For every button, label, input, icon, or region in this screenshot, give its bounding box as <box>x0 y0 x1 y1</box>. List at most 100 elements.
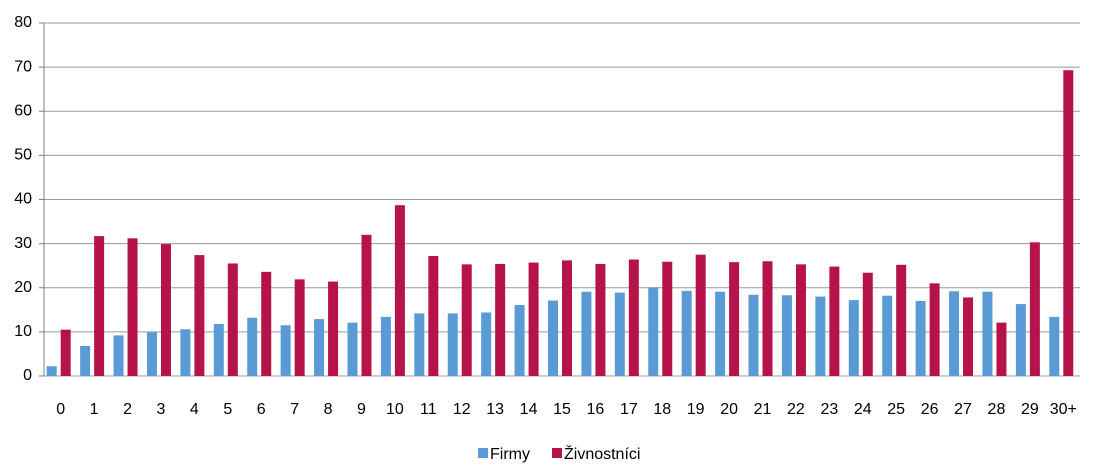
bar <box>447 313 458 376</box>
bar <box>1049 316 1060 376</box>
bar <box>781 295 792 376</box>
bar <box>247 317 258 376</box>
x-tick-label: 14 <box>520 401 538 418</box>
y-tick-label: 20 <box>14 279 32 296</box>
x-tick-label: 28 <box>988 401 1006 418</box>
bar <box>528 262 539 376</box>
bar <box>595 263 606 376</box>
x-tick-label: 15 <box>553 401 571 418</box>
bar <box>982 291 993 376</box>
bar <box>361 234 372 376</box>
x-tick-label: 7 <box>290 401 299 418</box>
y-tick-label: 30 <box>14 235 32 252</box>
x-tick-label: 2 <box>123 401 132 418</box>
bar <box>213 323 224 376</box>
bar <box>461 264 472 376</box>
bar <box>882 295 893 376</box>
bar <box>996 322 1007 376</box>
bar <box>180 329 191 376</box>
x-tick-label: 18 <box>653 401 671 418</box>
legend-label: Živnostníci <box>564 444 640 463</box>
x-tick-label: 23 <box>820 401 838 418</box>
x-tick-label: 0 <box>56 401 65 418</box>
bar <box>548 300 558 376</box>
bar <box>729 262 740 376</box>
x-tick-label: 8 <box>324 401 333 418</box>
x-tick-label: 1 <box>90 401 99 418</box>
y-tick-label: 60 <box>14 102 32 119</box>
bar <box>46 366 57 376</box>
bar <box>294 279 305 376</box>
bar <box>314 319 325 376</box>
x-tick-label: 21 <box>754 401 772 418</box>
bar <box>915 300 926 376</box>
bar <box>681 290 692 376</box>
bar <box>414 313 425 376</box>
legend-swatch <box>551 448 562 458</box>
bar <box>495 263 506 376</box>
bar <box>581 291 592 376</box>
bar <box>815 296 826 376</box>
bar <box>328 281 339 376</box>
bar <box>1063 70 1074 377</box>
bar <box>261 271 272 376</box>
x-tick-label: 19 <box>687 401 705 418</box>
x-tick-label: 5 <box>223 401 232 418</box>
x-tick-label: 25 <box>887 401 905 418</box>
x-tick-label: 22 <box>787 401 805 418</box>
bar <box>648 287 659 376</box>
bar <box>428 255 439 376</box>
x-tick-label: 6 <box>257 401 266 418</box>
bar <box>715 291 726 376</box>
bar <box>394 205 405 376</box>
x-tick-label: 24 <box>854 401 872 418</box>
bar <box>60 329 71 376</box>
y-tick-label: 50 <box>14 147 32 164</box>
bar <box>628 259 639 376</box>
bar <box>862 272 873 376</box>
bar <box>1029 242 1040 376</box>
x-tick-label: 27 <box>954 401 972 418</box>
x-tick-label: 12 <box>453 401 471 418</box>
x-tick-label: 30+ <box>1050 401 1077 418</box>
bar <box>80 345 91 376</box>
bar <box>896 264 907 376</box>
legend-swatch <box>478 448 488 458</box>
x-tick-label: 17 <box>620 401 638 418</box>
bar <box>695 254 706 376</box>
x-tick-label: 11 <box>420 401 437 418</box>
bar <box>280 325 291 376</box>
x-tick-label: 9 <box>357 401 366 418</box>
bar <box>94 236 105 376</box>
bar <box>194 255 205 376</box>
bar <box>929 283 940 376</box>
x-tick-label: 20 <box>720 401 738 418</box>
bar <box>748 294 759 376</box>
y-tick-label: 80 <box>14 14 32 31</box>
bar <box>146 332 157 376</box>
x-tick-label: 10 <box>386 401 404 418</box>
bar <box>848 300 859 376</box>
y-tick-label: 40 <box>14 191 32 208</box>
legend-label: Firmy <box>490 446 530 463</box>
bar <box>347 322 358 376</box>
bar <box>963 297 974 376</box>
bar <box>795 264 806 376</box>
bar <box>662 261 673 376</box>
y-tick-label: 10 <box>14 323 32 340</box>
x-tick-label: 16 <box>587 401 605 418</box>
bar <box>1015 304 1026 376</box>
bar <box>160 244 171 376</box>
bar <box>514 304 525 376</box>
bar <box>113 335 124 376</box>
x-tick-label: 13 <box>486 401 504 418</box>
x-tick-label: 4 <box>190 401 199 418</box>
x-tick-label: 29 <box>1021 401 1039 418</box>
x-tick-label: 26 <box>921 401 939 418</box>
bar <box>829 266 840 376</box>
bar <box>481 312 492 376</box>
bar <box>949 291 960 376</box>
bar <box>762 261 773 376</box>
bar <box>380 316 391 376</box>
